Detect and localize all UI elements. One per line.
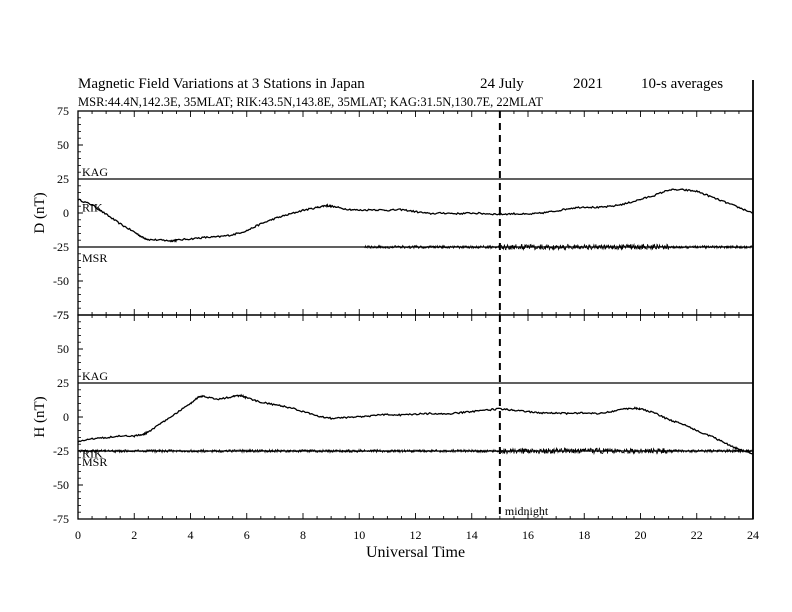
x-tick-label: 24 (747, 528, 759, 542)
x-tick-label: 6 (244, 528, 250, 542)
x-axis-label: Universal Time (366, 544, 465, 561)
y-tick-label: 75 (57, 104, 69, 118)
midnight-label: midnight (505, 504, 549, 518)
station-info: MSR:44.4N,142.3E, 35MLAT; RIK:43.5N,143.… (78, 95, 543, 109)
x-tick-label: 20 (635, 528, 647, 542)
x-tick-label: 14 (466, 528, 478, 542)
panel-frame (77, 314, 754, 520)
chart-year: 2021 (573, 76, 603, 92)
y-tick-label: -25 (53, 240, 69, 254)
y-tick-label: 50 (57, 342, 69, 356)
trace-label-rik: RIK (82, 446, 103, 460)
trace-label-kag: KAG (82, 369, 108, 383)
y-tick-label: -25 (53, 444, 69, 458)
y-tick-label: 75 (57, 308, 69, 322)
y-axis-label: D (nT) (32, 192, 48, 233)
series-rik-H (77, 393, 753, 455)
y-tick-label: 25 (57, 172, 69, 186)
series-rik-D (77, 188, 754, 243)
trace-label-msr: MSR (82, 455, 107, 469)
y-tick-label: -50 (53, 478, 69, 492)
x-tick-label: 10 (353, 528, 365, 542)
x-tick-label: 22 (691, 528, 703, 542)
x-tick-label: 2 (131, 528, 137, 542)
trace-label-msr: MSR (82, 251, 107, 265)
x-tick-label: 8 (300, 528, 306, 542)
chart-title: Magnetic Field Variations at 3 Stations … (78, 76, 365, 92)
y-tick-label: -50 (53, 274, 69, 288)
y-tick-label: 0 (63, 206, 69, 220)
panel-frame (77, 110, 754, 316)
y-tick-label: 0 (63, 410, 69, 424)
y-tick-label: 50 (57, 138, 69, 152)
trace-label-rik: RIK (82, 200, 103, 214)
x-tick-label: 18 (578, 528, 590, 542)
y-tick-label: 25 (57, 376, 69, 390)
series-msr-H (77, 446, 754, 456)
y-tick-label: -75 (53, 308, 69, 322)
y-axis-label: H (nT) (32, 396, 48, 437)
chart-averaging: 10-s averages (641, 76, 723, 92)
y-tick-label: -75 (53, 512, 69, 526)
x-tick-label: 0 (75, 528, 81, 542)
chart-date: 24 July (480, 76, 524, 92)
panel-D: 75 50 25 0 -25 -50 -75 D (nT) KAG MSR RIK (32, 104, 754, 322)
x-tick-label: 4 (188, 528, 194, 542)
x-tick-label: 16 (522, 528, 534, 542)
x-tick-label: 12 (410, 528, 422, 542)
series-msr-D (364, 243, 754, 251)
trace-label-kag: KAG (82, 165, 108, 179)
